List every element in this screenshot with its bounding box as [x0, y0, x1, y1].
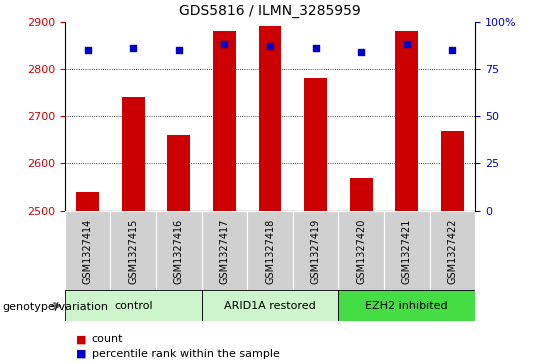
Bar — [395, 31, 418, 211]
Point — [311, 45, 320, 51]
Text: GSM1327417: GSM1327417 — [219, 219, 230, 284]
Text: GSM1327418: GSM1327418 — [265, 219, 275, 284]
Text: ■: ■ — [76, 349, 86, 359]
Bar — [65, 290, 201, 321]
Bar — [304, 78, 327, 211]
Text: GSM1327420: GSM1327420 — [356, 219, 366, 284]
Bar — [259, 26, 281, 211]
Bar — [201, 290, 339, 321]
Bar — [201, 211, 247, 292]
Bar — [247, 211, 293, 292]
Bar — [293, 211, 339, 292]
Bar — [430, 211, 475, 292]
Bar — [441, 131, 464, 211]
Text: percentile rank within the sample: percentile rank within the sample — [92, 349, 280, 359]
Text: genotype/variation: genotype/variation — [3, 302, 109, 312]
Bar — [110, 211, 156, 292]
Point — [266, 44, 274, 49]
Text: EZH2 inhibited: EZH2 inhibited — [366, 301, 448, 311]
Point — [129, 45, 138, 51]
Point — [402, 41, 411, 47]
Text: GSM1327416: GSM1327416 — [174, 219, 184, 284]
Bar — [350, 178, 373, 211]
Text: GSM1327415: GSM1327415 — [128, 219, 138, 284]
Point — [220, 41, 229, 47]
Text: GSM1327419: GSM1327419 — [310, 219, 321, 284]
Text: GSM1327414: GSM1327414 — [83, 219, 92, 284]
Text: GSM1327421: GSM1327421 — [402, 219, 412, 284]
Title: GDS5816 / ILMN_3285959: GDS5816 / ILMN_3285959 — [179, 4, 361, 18]
Text: count: count — [92, 334, 123, 344]
Bar — [339, 211, 384, 292]
Point — [83, 47, 92, 53]
Bar — [339, 290, 475, 321]
Bar — [76, 192, 99, 211]
Text: ARID1A restored: ARID1A restored — [224, 301, 316, 311]
Bar — [167, 135, 190, 211]
Point — [357, 49, 366, 55]
Bar — [156, 211, 201, 292]
Text: ■: ■ — [76, 334, 86, 344]
Text: GSM1327422: GSM1327422 — [448, 219, 457, 284]
Bar — [65, 211, 110, 292]
Text: control: control — [114, 301, 152, 311]
Bar — [384, 211, 430, 292]
Point — [448, 47, 457, 53]
Bar — [213, 31, 236, 211]
Point — [174, 47, 183, 53]
Bar — [122, 97, 145, 211]
